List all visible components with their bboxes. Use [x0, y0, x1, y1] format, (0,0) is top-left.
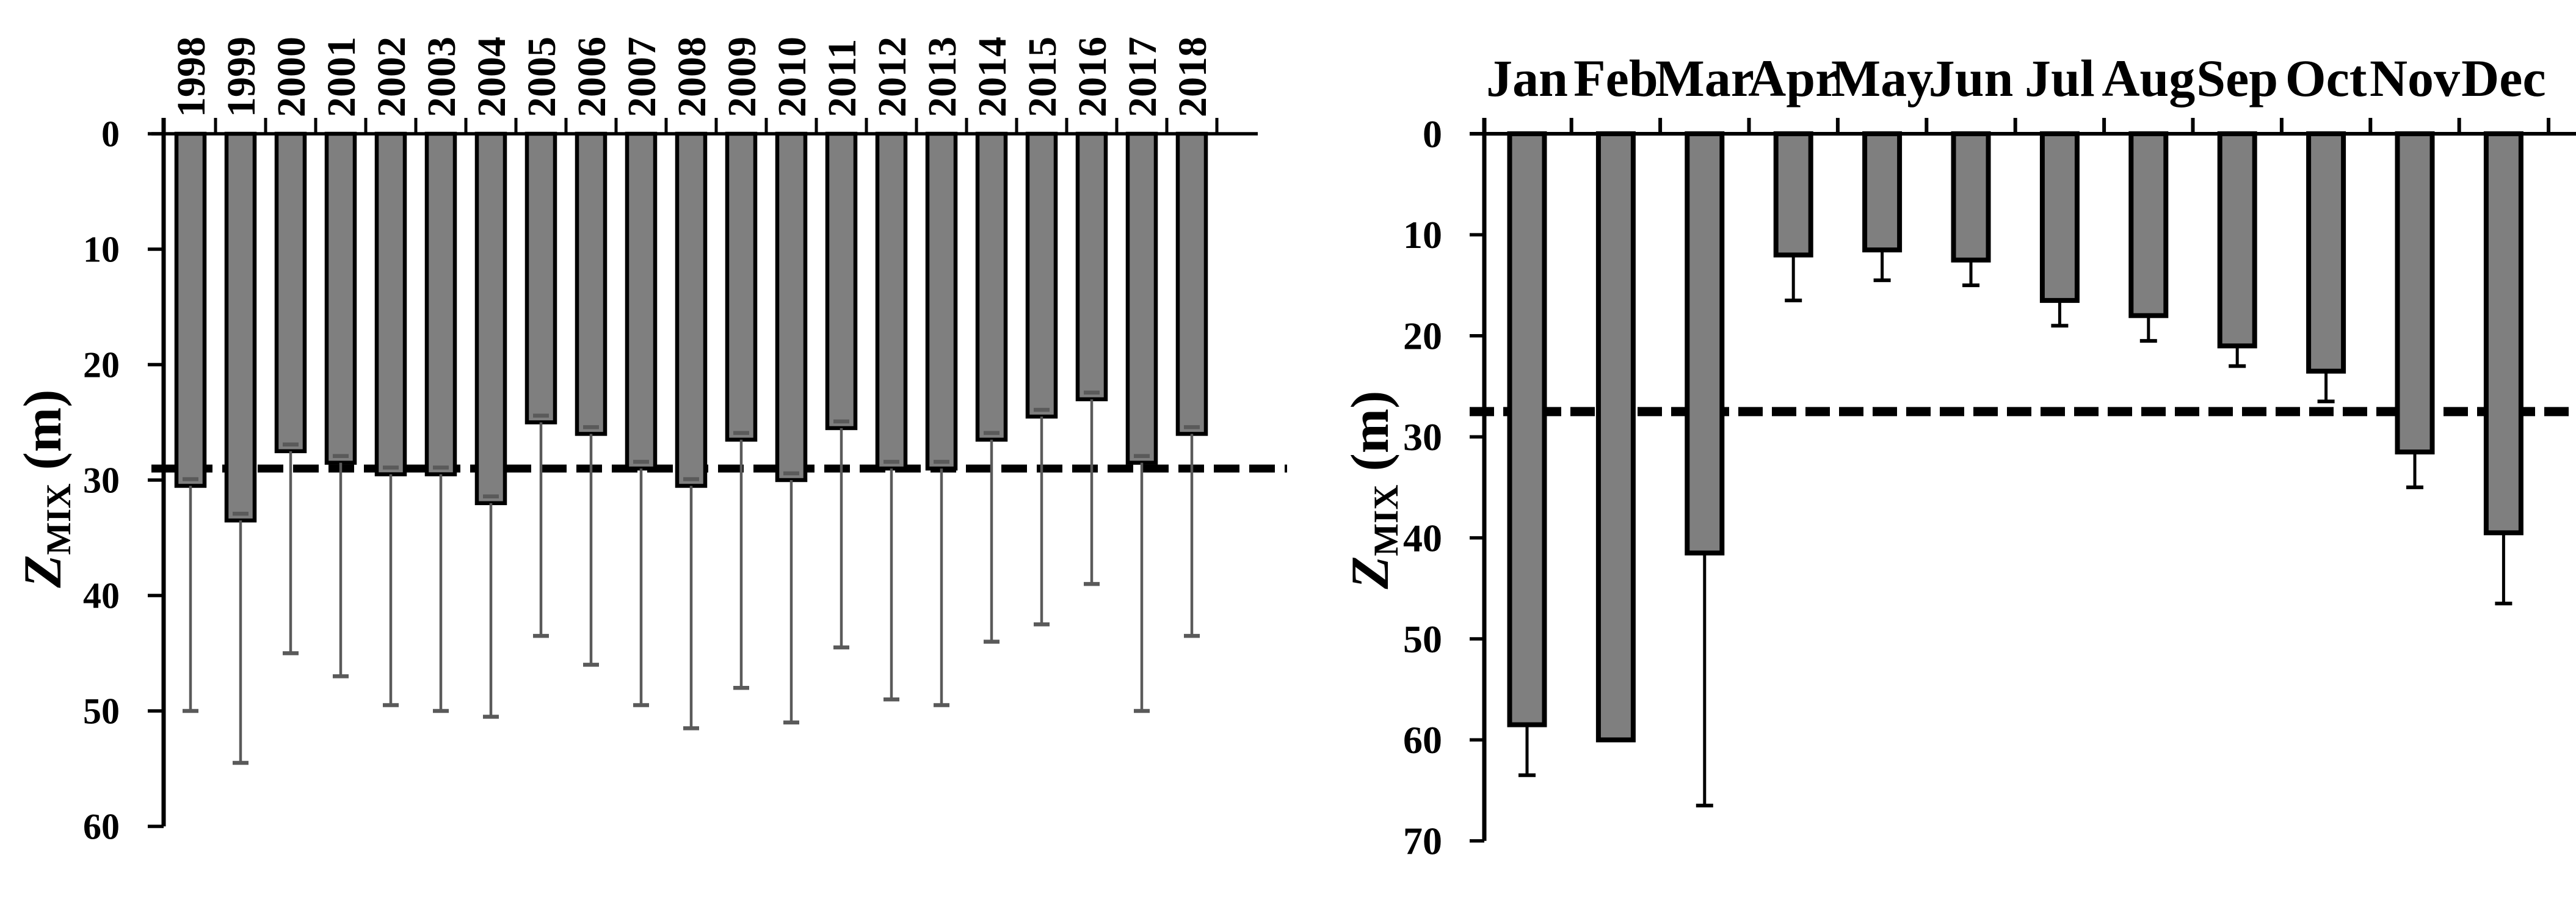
annual-y-tick-label: 10	[83, 229, 120, 269]
monthly-category-label-Mar: Mar	[1655, 49, 1754, 107]
monthly-bar-Sep	[2217, 131, 2257, 349]
monthly-category-label-Dec: Dec	[2461, 49, 2545, 107]
annual-category-label-2004: 2004	[470, 37, 514, 117]
monthly-y-tick-label: 30	[1403, 415, 1442, 459]
annual-bar-2006	[575, 131, 608, 436]
annual-category-label-2001: 2001	[319, 37, 364, 117]
annual-category-label-2005: 2005	[520, 37, 564, 117]
annual-bar-2016	[1075, 131, 1108, 401]
annual-bar-2009	[725, 131, 758, 442]
annual-bar-2000	[274, 131, 307, 453]
monthly-category-label-Nov: Nov	[2370, 49, 2460, 107]
monthly-category-label-Aug: Aug	[2102, 49, 2195, 107]
monthly-bar-Jan	[1507, 131, 1547, 727]
monthly-bar-Oct	[2306, 131, 2346, 374]
annual-bar-2012	[875, 131, 908, 471]
annual-bar-2003	[424, 131, 457, 476]
annual-category-label-2000: 2000	[269, 37, 314, 117]
monthly-y-tick-label: 40	[1403, 516, 1442, 559]
annual-bar-2017	[1125, 131, 1158, 465]
monthly-y-axis-title: ZMIX (m)	[1341, 391, 1406, 590]
annual-bar-2004	[474, 131, 507, 506]
monthly-category-label-Jul: Jul	[2025, 49, 2095, 107]
monthly-y-tick-label: 50	[1403, 617, 1442, 661]
monthly-category-label-Apr: Apr	[1748, 49, 1838, 107]
annual-category-label-2003: 2003	[419, 37, 464, 117]
annual-bar-1998	[174, 131, 207, 488]
annual-y-tick-label: 60	[83, 806, 120, 847]
monthly-bar-Apr	[1773, 131, 1813, 258]
annual-y-tick-label: 50	[83, 691, 120, 731]
annual-y-tick-label: 20	[83, 344, 120, 385]
annual-bar-2008	[675, 131, 708, 488]
annual-y-tick-label: 40	[83, 575, 120, 616]
annual-category-label-2013: 2013	[920, 37, 965, 117]
annual-category-label-2010: 2010	[770, 37, 815, 117]
monthly-bar-May	[1862, 131, 1903, 253]
annual-category-label-2012: 2012	[870, 37, 915, 117]
monthly-category-label-Oct: Oct	[2285, 49, 2367, 107]
annual-category-label-2007: 2007	[620, 37, 664, 117]
monthly-category-label-Jun: Jun	[1929, 49, 2014, 107]
monthly-bar-Jul	[2039, 131, 2080, 303]
monthly-bar-Feb	[1595, 131, 1636, 743]
annual-category-label-2011: 2011	[820, 39, 865, 117]
monthly-bar-Mar	[1685, 131, 1725, 556]
monthly-bar-Dec	[2483, 131, 2523, 536]
annual-bar-2007	[625, 131, 658, 471]
annual-category-label-1999: 1999	[219, 37, 264, 117]
annual-y-axis-title: ZMIX (m)	[13, 390, 78, 589]
monthly-category-label-May: May	[1831, 49, 1933, 107]
monthly-y-tick-label: 60	[1403, 718, 1442, 762]
annual-category-label-2016: 2016	[1070, 37, 1115, 117]
annual-category-label-2018: 2018	[1170, 37, 1215, 117]
annual-category-label-2002: 2002	[369, 37, 414, 117]
annual-y-tick-label: 0	[101, 114, 120, 154]
monthly-category-label-Feb: Feb	[1573, 49, 1658, 107]
annual-category-label-1998: 1998	[169, 37, 214, 117]
monthly-y-tick-label: 70	[1403, 820, 1442, 863]
annual-bar-2018	[1175, 131, 1208, 436]
annual-bar-2005	[524, 131, 557, 424]
annual-bar-2013	[925, 131, 958, 471]
monthly-y-tick-label: 0	[1423, 112, 1442, 156]
annual-category-label-2015: 2015	[1020, 37, 1065, 117]
annual-category-label-2009: 2009	[720, 37, 764, 117]
monthly-category-label-Jan: Jan	[1486, 49, 1568, 107]
annual-category-label-2006: 2006	[570, 37, 614, 117]
annual-bar-2011	[825, 131, 858, 431]
annual-bar-2014	[975, 131, 1008, 442]
monthly-bar-Jun	[1951, 131, 1991, 263]
annual-bar-2015	[1025, 131, 1058, 419]
annual-bar-1999	[224, 131, 257, 523]
monthly-bar-Nov	[2395, 131, 2435, 455]
annual-category-label-2017: 2017	[1120, 37, 1165, 117]
annual-bar-2010	[775, 131, 808, 483]
annual-bar-2002	[374, 131, 407, 476]
annual-y-tick-label: 30	[83, 460, 120, 500]
monthly-category-label-Sep: Sep	[2196, 49, 2278, 107]
monthly-y-tick-label: 20	[1403, 315, 1442, 358]
annual-bar-2001	[324, 131, 357, 465]
monthly-bar-Aug	[2128, 131, 2169, 318]
annual-category-label-2014: 2014	[970, 37, 1015, 117]
annual-category-label-2008: 2008	[670, 37, 714, 117]
monthly-y-tick-label: 10	[1403, 213, 1442, 257]
